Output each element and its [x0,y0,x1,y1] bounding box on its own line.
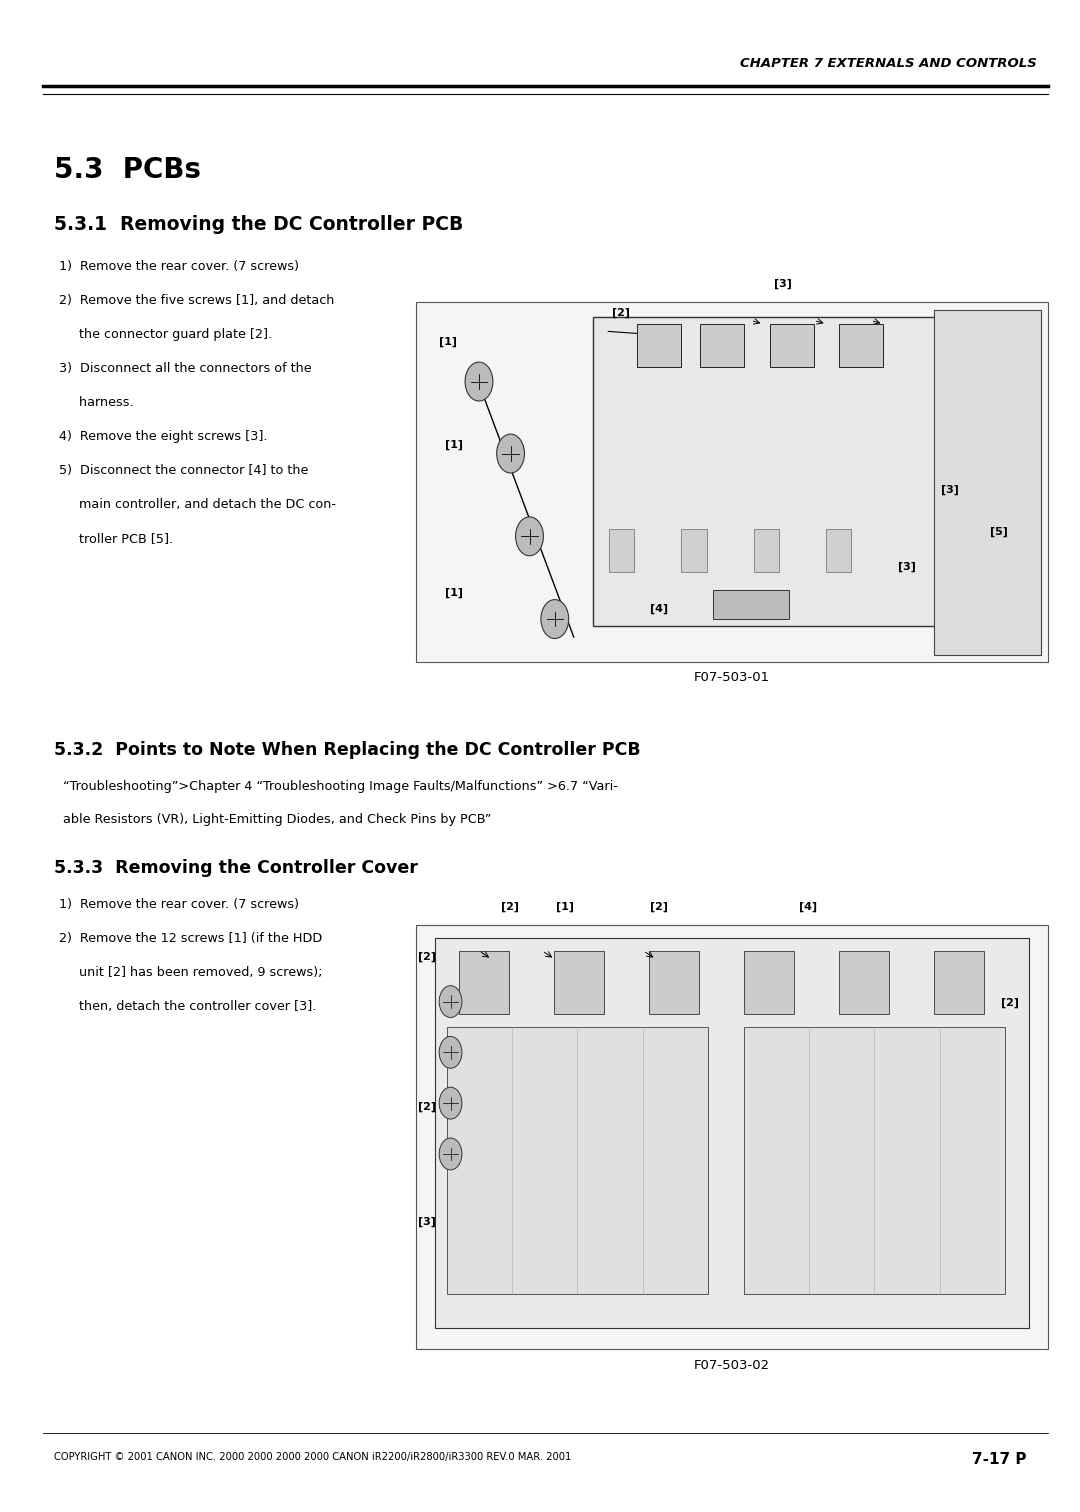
Bar [934,310,1041,655]
Text: [3]: [3] [942,485,959,494]
Bar [700,324,744,367]
Circle shape [515,517,543,556]
Text: then, detach the controller cover [3].: then, detach the controller cover [3]. [59,1001,316,1013]
Bar [649,951,699,1015]
Bar [416,925,1048,1349]
Text: [3]: [3] [774,280,792,289]
Text: 4)  Remove the eight screws [3].: 4) Remove the eight screws [3]. [59,431,268,443]
Circle shape [440,1139,462,1170]
Text: troller PCB [5].: troller PCB [5]. [59,532,174,546]
Bar [681,529,706,572]
Bar [593,318,1035,626]
Bar [839,324,883,367]
Circle shape [465,361,492,401]
Bar [826,529,851,572]
Bar [743,1027,1004,1294]
Text: 1)  Remove the rear cover. (7 screws): 1) Remove the rear cover. (7 screws) [59,898,299,912]
Text: [4]: [4] [799,903,816,912]
Bar [447,1027,708,1294]
Circle shape [440,1087,462,1119]
Text: “Troubleshooting”>Chapter 4 “Troubleshooting Image Faults/Malfunctions” >6.7 “Va: “Troubleshooting”>Chapter 4 “Troubleshoo… [63,780,618,794]
Bar [713,590,788,618]
Text: 5.3.2  Points to Note When Replacing the DC Controller PCB: 5.3.2 Points to Note When Replacing the … [54,741,640,759]
Bar [838,951,889,1015]
Text: 2)  Remove the 12 screws [1] (if the HDD: 2) Remove the 12 screws [1] (if the HDD [59,931,323,945]
Circle shape [440,1036,462,1069]
Text: 2)  Remove the five screws [1], and detach: 2) Remove the five screws [1], and detac… [59,295,335,307]
Text: F07-503-01: F07-503-01 [694,671,770,685]
Text: 5.3  PCBs: 5.3 PCBs [54,156,201,184]
Text: F07-503-02: F07-503-02 [694,1359,770,1373]
Text: [3]: [3] [899,562,916,572]
Text: [2]: [2] [501,903,518,912]
Text: COPYRIGHT © 2001 CANON INC. 2000 2000 2000 2000 CANON iR2200/iR2800/iR3300 REV.0: COPYRIGHT © 2001 CANON INC. 2000 2000 20… [54,1452,571,1462]
Text: main controller, and detach the DC con-: main controller, and detach the DC con- [59,499,336,511]
Bar [743,951,794,1015]
Text: [1]: [1] [440,337,457,346]
Circle shape [541,600,569,638]
Text: the connector guard plate [2].: the connector guard plate [2]. [59,328,272,342]
Text: unit [2] has been removed, 9 screws);: unit [2] has been removed, 9 screws); [59,966,323,980]
Text: [2]: [2] [612,308,630,318]
Bar [637,324,681,367]
Text: [5]: [5] [990,528,1008,537]
Text: [2]: [2] [650,903,667,912]
Text: [1]: [1] [556,903,573,912]
Text: 7-17 P: 7-17 P [972,1452,1026,1467]
Text: [2]: [2] [418,953,435,962]
Text: [3]: [3] [418,1217,435,1226]
Bar [416,302,1048,662]
Bar [435,937,1028,1328]
Bar [609,529,634,572]
Text: 3)  Disconnect all the connectors of the: 3) Disconnect all the connectors of the [59,363,312,375]
Text: [2]: [2] [418,1102,435,1111]
Text: 5.3.1  Removing the DC Controller PCB: 5.3.1 Removing the DC Controller PCB [54,215,463,234]
Text: [1]: [1] [445,440,462,449]
Circle shape [440,986,462,1018]
Text: [2]: [2] [1001,998,1018,1007]
Bar [933,951,984,1015]
Text: 1)  Remove the rear cover. (7 screws): 1) Remove the rear cover. (7 screws) [59,260,299,274]
Bar [754,529,779,572]
Bar [554,951,604,1015]
Text: 5.3.3  Removing the Controller Cover: 5.3.3 Removing the Controller Cover [54,859,418,877]
Bar [770,324,814,367]
Circle shape [497,434,525,473]
Text: [4]: [4] [650,605,667,614]
Text: able Resistors (VR), Light-Emitting Diodes, and Check Pins by PCB”: able Resistors (VR), Light-Emitting Diod… [63,813,491,827]
Text: 5)  Disconnect the connector [4] to the: 5) Disconnect the connector [4] to the [59,464,309,478]
Bar [459,951,509,1015]
Text: [1]: [1] [445,588,462,597]
Text: harness.: harness. [59,396,134,410]
Text: CHAPTER 7 EXTERNALS AND CONTROLS: CHAPTER 7 EXTERNALS AND CONTROLS [740,56,1037,70]
